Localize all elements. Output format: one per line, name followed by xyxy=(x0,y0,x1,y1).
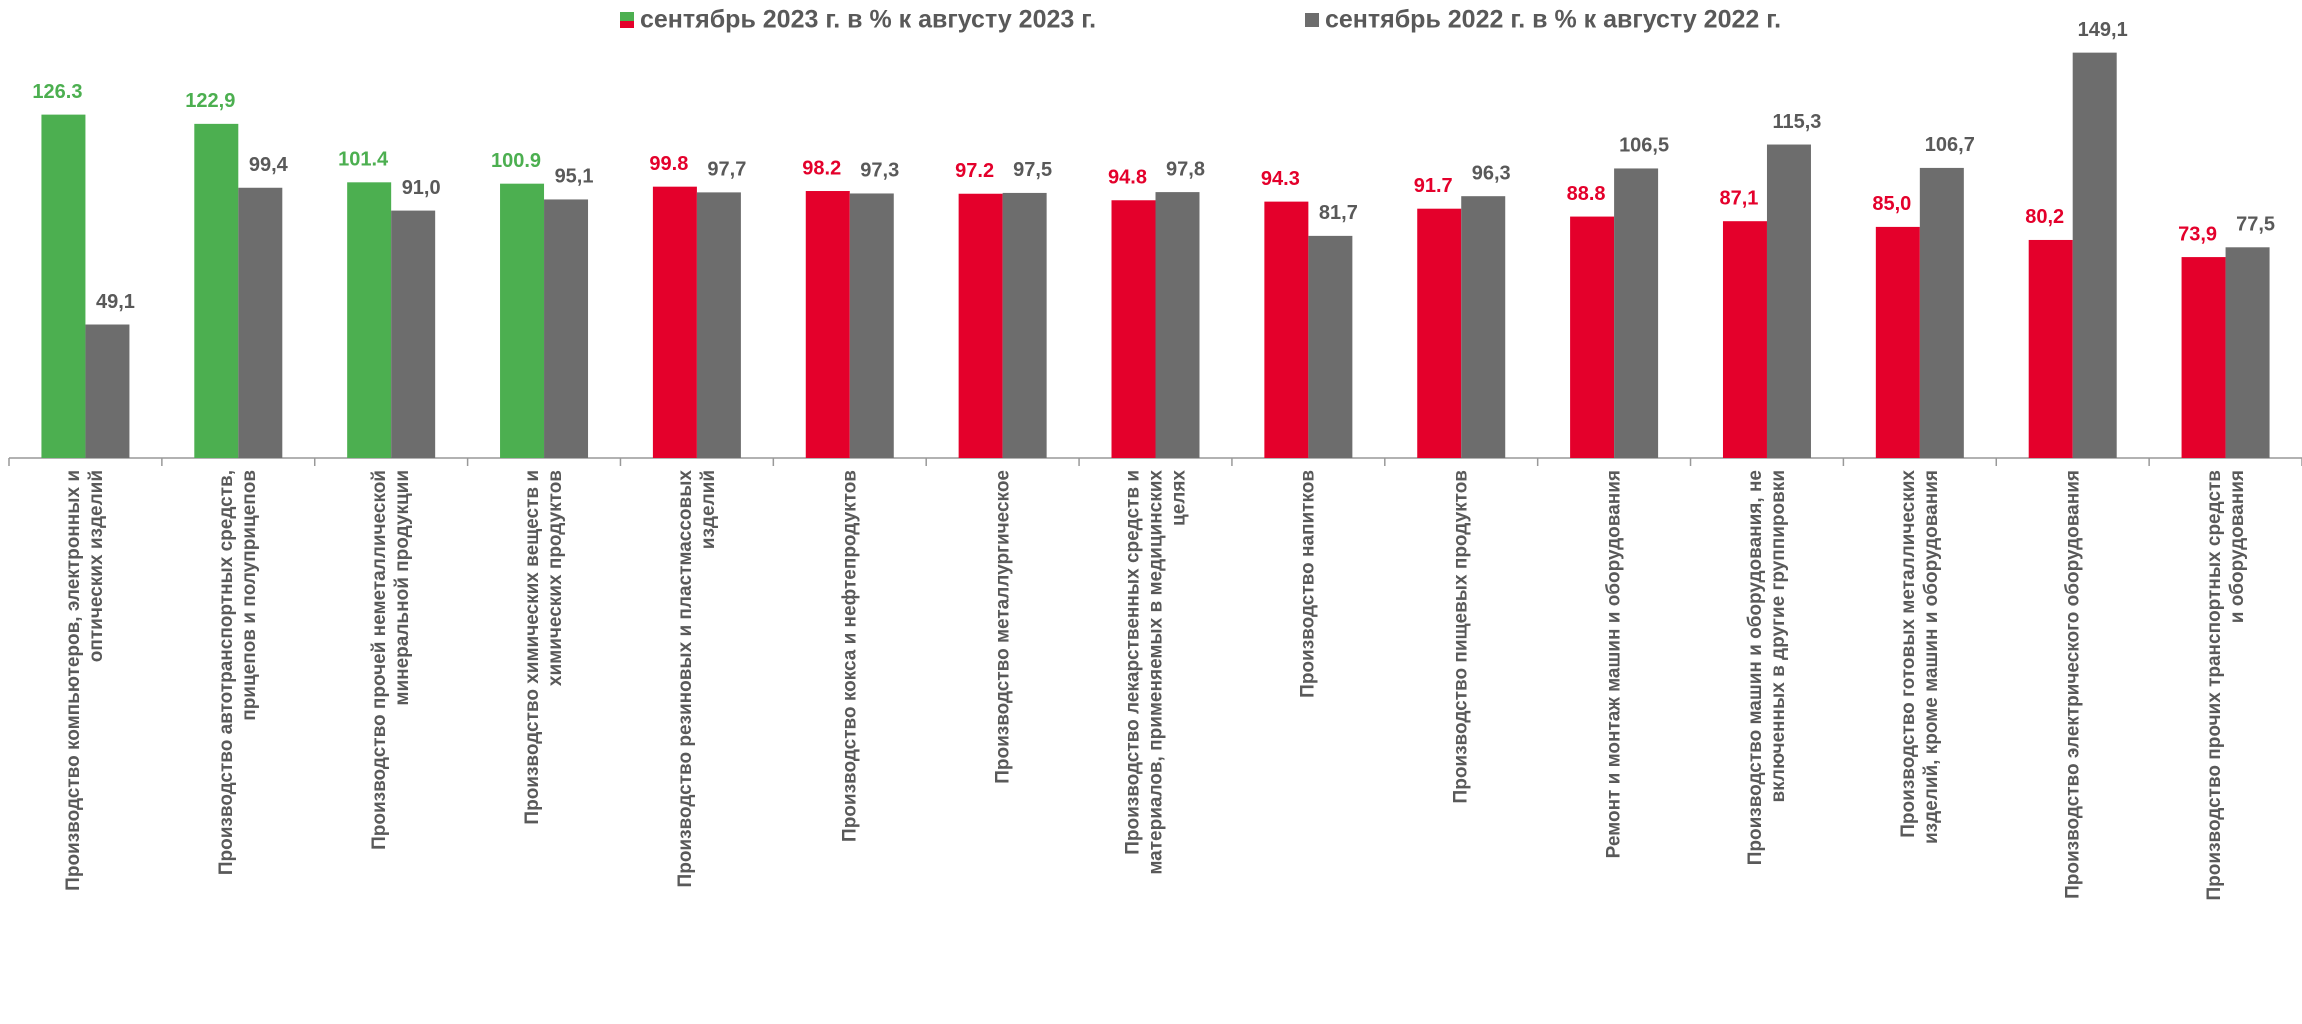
x-tick-label: Производство автотранспортных средств, п… xyxy=(216,470,261,876)
data-label: 97,7 xyxy=(707,159,746,181)
bar xyxy=(1155,192,1200,458)
bar xyxy=(41,114,86,458)
data-label: 98.2 xyxy=(802,157,841,179)
x-tick-label: Производство кокса и нефтепродуктов xyxy=(839,470,861,842)
x-tick-label: Производство прочей неметаллической мине… xyxy=(369,470,414,850)
x-tick-label: Производство металлургическое xyxy=(992,470,1014,784)
bar xyxy=(347,182,392,458)
bar xyxy=(1417,208,1462,458)
data-label: 91.7 xyxy=(1414,175,1453,197)
bar xyxy=(1875,226,1920,458)
bar xyxy=(805,191,850,459)
bar xyxy=(1264,201,1309,458)
data-label: 149,1 xyxy=(2078,19,2128,41)
data-label: 99.8 xyxy=(649,153,688,175)
x-tick-label: Производство лекарственных средств и мат… xyxy=(1122,470,1189,875)
x-tick-label: Производство химических веществ и химиче… xyxy=(522,470,567,825)
bar xyxy=(1919,167,1964,459)
data-label: 106,5 xyxy=(1619,135,1669,157)
data-label: 97,8 xyxy=(1166,158,1205,180)
bar xyxy=(2181,257,2226,458)
bar xyxy=(849,193,894,458)
bar xyxy=(2028,239,2073,458)
data-label: 77,5 xyxy=(2236,214,2275,236)
data-label: 99,4 xyxy=(249,154,289,176)
data-label: 88.8 xyxy=(1567,183,1606,205)
bar xyxy=(1308,235,1353,458)
data-label: 87,1 xyxy=(1719,187,1758,209)
data-label: 101.4 xyxy=(338,149,389,171)
x-tick-label: Производство пищевых продуктов xyxy=(1450,470,1472,804)
data-label: 126.3 xyxy=(32,81,82,103)
bar xyxy=(1570,216,1615,458)
bar xyxy=(2225,247,2270,458)
bar xyxy=(194,123,239,458)
bar xyxy=(1722,221,1767,458)
data-label: 73,9 xyxy=(2178,223,2217,245)
data-label: 95,1 xyxy=(555,166,594,188)
legend-swatch xyxy=(620,12,634,21)
bar xyxy=(2072,52,2117,459)
bar xyxy=(238,187,283,458)
x-tick-label: Ремонт и монтаж машин и оборудования xyxy=(1603,470,1625,859)
data-label: 85,0 xyxy=(1872,193,1911,215)
data-label: 81,7 xyxy=(1319,202,1358,224)
bar xyxy=(696,192,741,459)
data-label: 97,3 xyxy=(860,160,899,182)
x-tick-label: Производство напитков xyxy=(1297,470,1319,698)
data-label: 122,9 xyxy=(185,90,235,112)
x-tick-label: Производство резиновых и пластмассовых и… xyxy=(674,470,719,888)
data-label: 96,3 xyxy=(1472,162,1511,184)
bar xyxy=(652,186,697,458)
data-label: 80,2 xyxy=(2025,206,2064,228)
data-label: 106,7 xyxy=(1925,134,1975,156)
data-label: 100.9 xyxy=(491,150,541,172)
data-label: 49,1 xyxy=(96,291,135,313)
data-label: 91,0 xyxy=(402,177,441,199)
bar xyxy=(1461,196,1506,458)
x-tick-label: Производство компьютеров, электронных и … xyxy=(63,470,108,891)
legend-label: сентябрь 2023 г. в % к августу 2023 г. xyxy=(640,6,1096,34)
legend-swatch xyxy=(1305,13,1319,27)
bar xyxy=(958,193,1003,459)
bar xyxy=(1002,192,1047,458)
bar xyxy=(391,210,436,458)
bar xyxy=(85,324,130,458)
data-label: 97,5 xyxy=(1013,159,1052,181)
x-tick-label: Производство электрического оборудования xyxy=(2062,470,2084,899)
legend-swatch xyxy=(620,21,634,28)
bar xyxy=(544,199,589,458)
data-label: 115,3 xyxy=(1772,111,1821,133)
x-tick-label: Производство прочих транспортных средств… xyxy=(2203,470,2248,901)
data-label: 94.8 xyxy=(1108,167,1147,189)
bar xyxy=(1111,200,1156,458)
bar xyxy=(500,183,545,458)
data-label: 97.2 xyxy=(955,160,994,182)
bar xyxy=(1614,168,1659,458)
legend-label: сентябрь 2022 г. в % к августу 2022 г. xyxy=(1325,6,1781,34)
x-tick-label: Производство готовых металлических издел… xyxy=(1897,470,1942,845)
x-tick-label: Производство машин и оборудования, не вк… xyxy=(1744,470,1789,866)
data-label: 94.3 xyxy=(1261,168,1300,190)
bar xyxy=(1766,144,1811,458)
